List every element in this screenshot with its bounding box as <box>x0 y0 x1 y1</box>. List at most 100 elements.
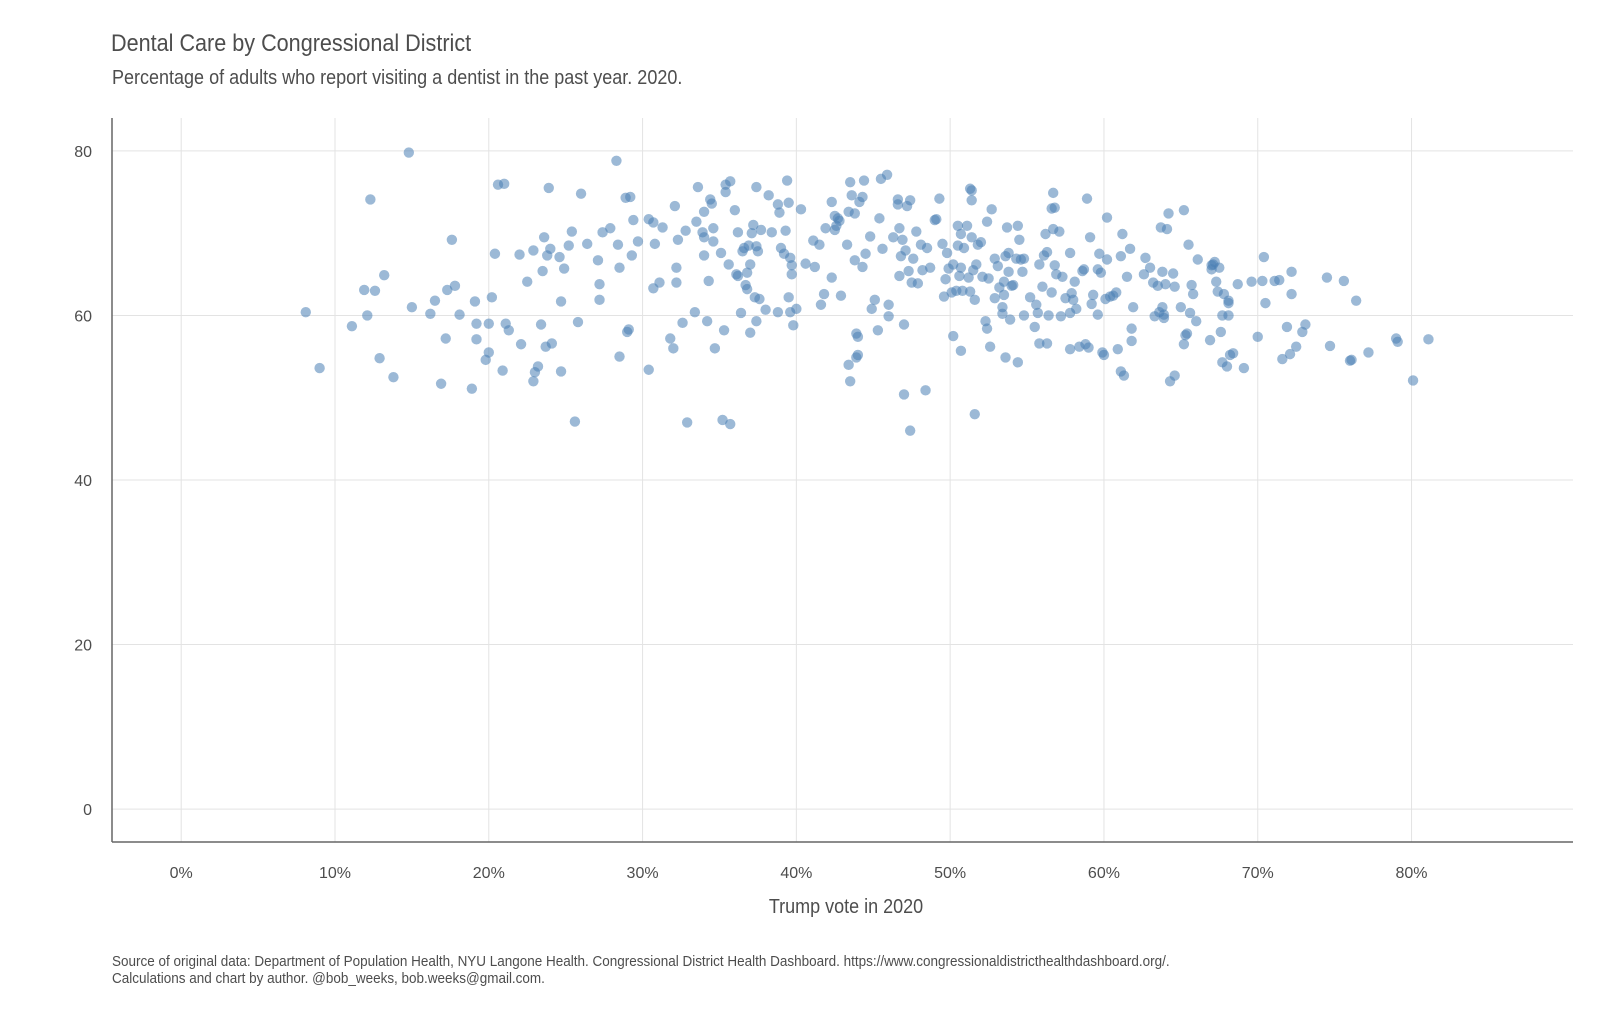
data-point <box>717 414 728 426</box>
data-point <box>1081 193 1093 204</box>
data-point <box>1160 278 1171 290</box>
data-point <box>1064 247 1076 259</box>
data-point <box>681 417 693 428</box>
data-point <box>648 217 659 228</box>
data-point <box>1001 222 1013 233</box>
data-point <box>898 319 910 330</box>
data-point <box>908 253 919 264</box>
x-tick-label: 30% <box>627 865 659 882</box>
data-point <box>992 260 1004 272</box>
data-point <box>1008 279 1019 291</box>
data-point <box>920 385 931 396</box>
data-point <box>763 190 774 201</box>
data-point <box>894 223 905 234</box>
data-point <box>966 195 977 206</box>
data-point <box>1163 208 1174 219</box>
data-point <box>498 178 510 190</box>
data-point <box>543 182 554 194</box>
data-point <box>1118 370 1130 381</box>
data-point <box>514 249 525 260</box>
data-point <box>1175 302 1187 313</box>
data-point <box>626 250 638 261</box>
data-point <box>952 220 964 231</box>
y-tick-label: 60 <box>74 308 92 325</box>
data-point <box>1144 262 1156 273</box>
data-point <box>864 231 876 242</box>
data-point <box>1034 259 1045 270</box>
data-points <box>300 147 1434 436</box>
data-point <box>449 280 461 292</box>
data-point <box>1004 314 1016 325</box>
data-point <box>997 308 1008 320</box>
data-point <box>791 303 802 315</box>
data-point <box>469 296 481 307</box>
data-point <box>883 311 894 322</box>
data-point <box>1057 271 1068 282</box>
data-point <box>1012 357 1024 368</box>
data-point <box>1407 375 1419 386</box>
data-point <box>703 275 714 287</box>
data-point <box>1084 232 1096 243</box>
data-point <box>975 237 987 248</box>
data-point <box>1054 226 1065 237</box>
data-point <box>894 270 905 282</box>
data-point <box>1423 334 1434 345</box>
data-point <box>1086 298 1097 310</box>
data-point <box>555 296 567 307</box>
data-point <box>1211 276 1222 287</box>
data-point <box>594 294 605 306</box>
data-point <box>964 286 976 297</box>
data-point <box>1083 342 1094 353</box>
data-point <box>981 323 993 334</box>
data-point <box>1034 338 1045 349</box>
data-point <box>1215 326 1227 338</box>
data-point <box>1363 347 1374 358</box>
data-point <box>654 277 665 288</box>
y-tick-label: 80 <box>74 144 92 161</box>
data-point <box>1046 287 1057 298</box>
data-point <box>1191 316 1202 327</box>
data-point <box>1111 287 1122 298</box>
data-point <box>454 309 465 320</box>
data-point <box>748 219 759 231</box>
data-point <box>955 228 967 240</box>
data-point <box>1000 352 1011 363</box>
data-point <box>732 227 744 238</box>
data-point <box>1169 370 1180 381</box>
data-point <box>869 294 880 306</box>
data-point <box>369 285 381 296</box>
data-point <box>1094 248 1105 259</box>
data-point <box>1158 309 1170 320</box>
chart-subtitle: Percentage of adults who report visiting… <box>112 67 683 89</box>
data-point <box>689 306 701 318</box>
data-point <box>981 216 993 227</box>
data-point <box>892 199 904 210</box>
data-point <box>938 291 950 302</box>
data-point <box>1043 310 1054 321</box>
data-point <box>971 259 982 270</box>
data-point <box>1047 187 1059 199</box>
data-point <box>955 262 967 273</box>
data-point <box>483 347 494 358</box>
caption-line-1: Source of original data: Department of P… <box>112 954 1170 970</box>
data-point <box>743 240 754 251</box>
data-point <box>1101 254 1113 265</box>
data-point <box>1252 331 1263 343</box>
y-tick-label: 20 <box>74 638 92 655</box>
data-point <box>729 204 741 216</box>
data-point <box>826 272 837 283</box>
data-point <box>814 239 825 250</box>
data-point <box>643 364 654 375</box>
data-point <box>625 191 636 203</box>
data-point <box>732 270 744 282</box>
data-point <box>904 425 916 436</box>
data-point <box>931 213 942 225</box>
data-point <box>1126 323 1137 334</box>
data-point <box>359 284 370 296</box>
data-point <box>1223 310 1234 321</box>
data-point <box>1290 341 1302 352</box>
axes <box>111 118 1573 843</box>
data-point <box>698 232 710 243</box>
data-point <box>940 274 951 285</box>
data-point <box>1078 264 1090 275</box>
